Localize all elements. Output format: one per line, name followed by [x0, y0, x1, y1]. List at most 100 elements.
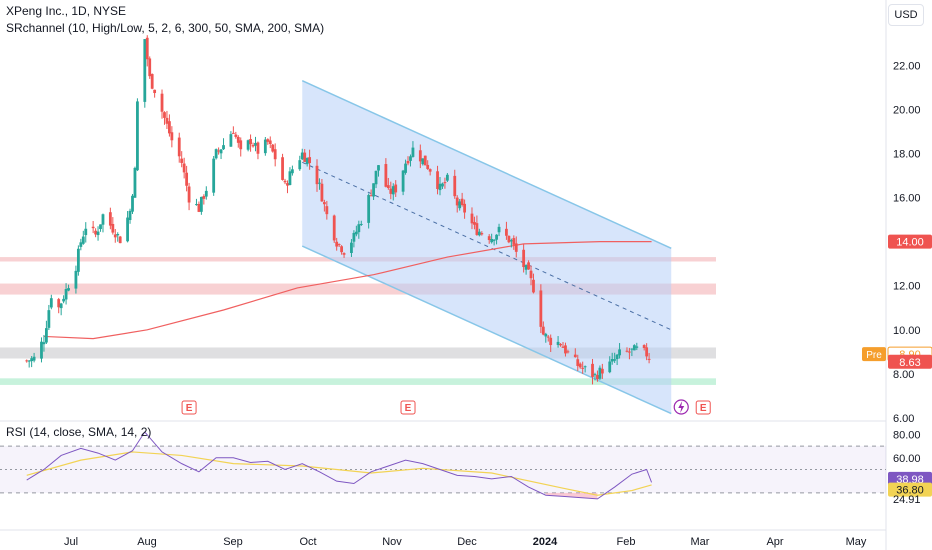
candle-body — [596, 375, 599, 380]
candle — [74, 265, 78, 294]
candle — [187, 182, 191, 211]
candle-body — [477, 231, 481, 236]
candle-body — [608, 361, 612, 373]
candle-body — [438, 183, 442, 191]
candle — [45, 320, 48, 344]
candle — [298, 155, 302, 171]
candle-body — [222, 145, 225, 150]
rsi-legend[interactable]: RSI (14, close, SMA, 14, 2) — [6, 425, 152, 439]
candle-body — [532, 279, 535, 293]
sma-price-badge: 14.00 — [896, 237, 924, 249]
candle-body — [384, 164, 388, 187]
candle-body — [291, 169, 294, 174]
candle — [522, 244, 526, 273]
candle-body — [79, 242, 83, 247]
candle-body — [136, 101, 139, 171]
candle — [163, 111, 166, 125]
candle-body — [298, 160, 302, 170]
candle-body — [455, 197, 459, 206]
candle-body — [512, 238, 516, 245]
candle-body — [514, 243, 518, 252]
candle-body — [576, 359, 580, 366]
candle-body — [497, 226, 501, 233]
candle-body — [67, 288, 70, 291]
candle-body — [27, 360, 31, 362]
candle-body — [527, 262, 530, 270]
candle — [428, 168, 432, 176]
last-price-badge: 8.63 — [899, 357, 920, 369]
candle-body — [369, 195, 373, 197]
candle-body — [165, 117, 169, 124]
candle — [96, 226, 100, 241]
candle-body — [389, 188, 393, 194]
candle — [367, 193, 371, 229]
candle — [101, 213, 105, 233]
candle-body — [32, 356, 36, 361]
time-tick-label: May — [846, 536, 867, 548]
candle-body — [394, 184, 398, 193]
candle-body — [150, 74, 154, 89]
candle — [199, 196, 203, 215]
candle-body — [197, 203, 201, 212]
candle — [300, 148, 304, 161]
candle — [49, 294, 53, 310]
candle-body — [266, 139, 270, 142]
candle — [325, 200, 329, 220]
rsi-tick-label: 80.00 — [893, 429, 921, 441]
earnings-marker-0 — [181, 400, 197, 415]
lightning-icon — [678, 401, 685, 413]
candle-body — [268, 140, 272, 145]
candle — [625, 347, 629, 353]
rsi-tick-label: 60.00 — [893, 453, 921, 465]
symbol-title[interactable]: XPeng Inc., 1D, NYSE — [6, 4, 127, 18]
candle — [256, 141, 260, 160]
candle — [576, 354, 580, 371]
rsi-sma-line — [26, 451, 652, 496]
candle-body — [332, 215, 336, 241]
candle — [340, 245, 343, 255]
price-tick-label: 6.00 — [893, 413, 914, 425]
candle-body — [305, 158, 309, 165]
candle-body — [386, 185, 390, 189]
candle-body — [57, 299, 61, 308]
indicator-legend[interactable]: SRchannel (10, High/Low, 5, 2, 6, 300, 5… — [6, 21, 325, 35]
time-tick-label: Dec — [457, 536, 477, 548]
currency-button[interactable]: USD — [888, 4, 924, 26]
candle — [214, 148, 218, 160]
candle — [170, 126, 174, 148]
candle-body — [254, 142, 257, 146]
candle-body — [59, 303, 63, 309]
candle-body — [182, 163, 186, 173]
candle — [81, 230, 85, 245]
candle — [374, 170, 378, 189]
candle — [180, 151, 184, 168]
price-tick-label: 12.00 — [893, 281, 921, 293]
candle — [25, 359, 29, 363]
candle-body — [549, 337, 553, 346]
time-tick-label: Jul — [64, 536, 78, 548]
candle — [150, 73, 154, 90]
candle-body — [401, 170, 405, 192]
candle-body — [340, 246, 343, 253]
candle-body — [436, 171, 439, 189]
candle — [249, 134, 252, 152]
candle-body — [251, 145, 255, 147]
price-tick-label: 18.00 — [893, 148, 921, 160]
candle — [443, 177, 447, 189]
candle-body — [81, 236, 85, 244]
candle-body — [480, 233, 484, 235]
candle-body — [286, 183, 289, 186]
candle — [495, 234, 498, 245]
candle — [263, 137, 267, 156]
earnings-marker-glyph: E — [186, 403, 193, 414]
candle-body — [234, 134, 238, 137]
candle — [67, 284, 70, 292]
candle-body — [96, 231, 100, 236]
candle-body — [524, 265, 528, 270]
candle — [291, 165, 294, 176]
candle — [236, 135, 240, 148]
time-tick-label: Feb — [617, 536, 636, 548]
candle — [79, 238, 83, 251]
candle-body — [367, 195, 371, 223]
candle — [610, 352, 614, 365]
